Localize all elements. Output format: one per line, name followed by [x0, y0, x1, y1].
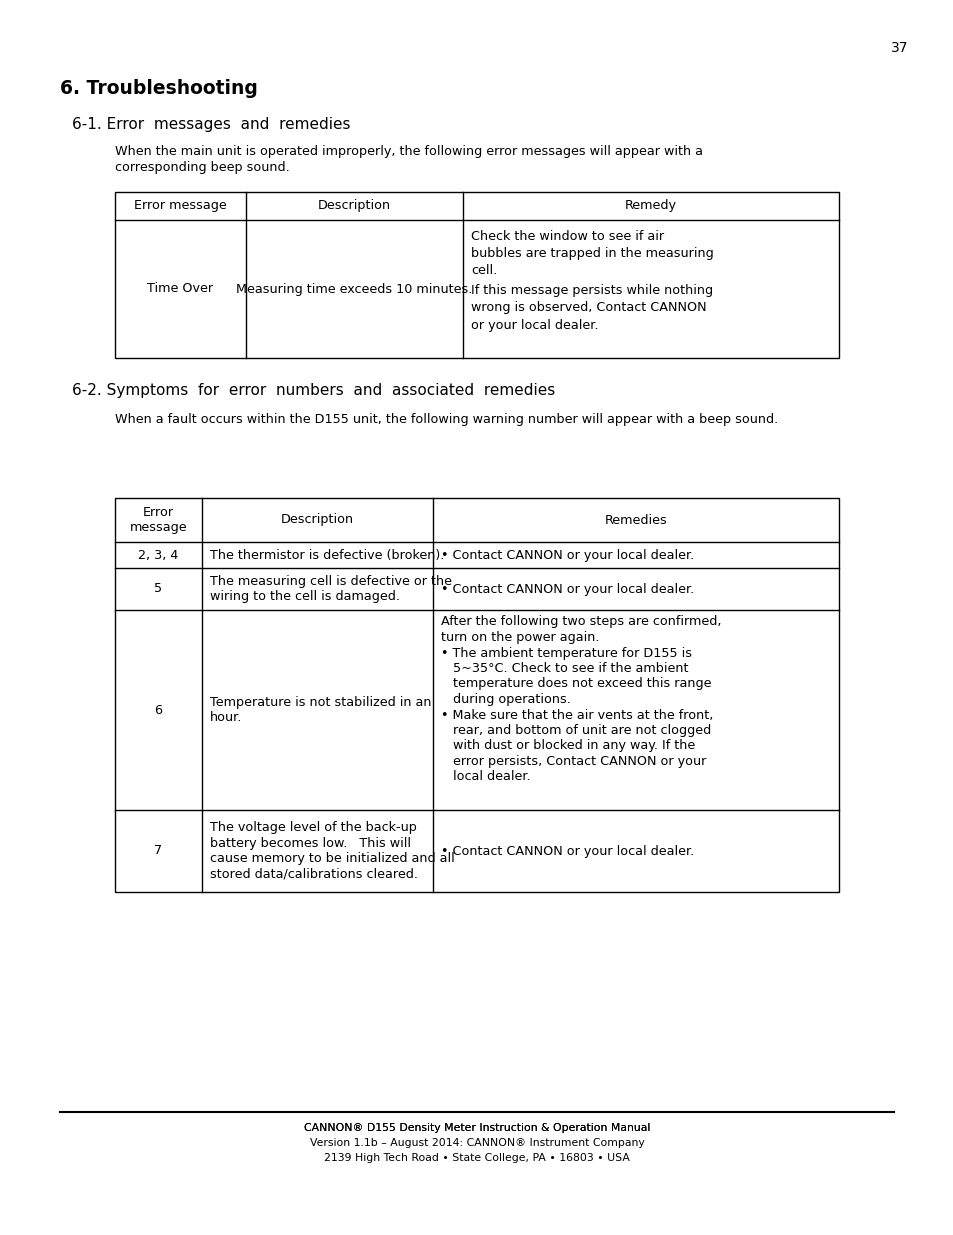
Text: Description: Description	[280, 514, 354, 526]
Text: 6: 6	[154, 704, 162, 716]
Bar	[115, 191, 838, 358]
Text: Time Over: Time Over	[148, 283, 213, 295]
Text: • Contact CANNON or your local dealer.: • Contact CANNON or your local dealer.	[440, 583, 694, 595]
Text: CANNON® D155 Density Meter Instruction & Operation Manual: CANNON® D155 Density Meter Instruction &…	[303, 1123, 650, 1132]
Text: • Make sure that the air vents at the front,: • Make sure that the air vents at the fr…	[440, 709, 713, 721]
Text: The voltage level of the back-up: The voltage level of the back-up	[210, 821, 416, 835]
Text: Measuring time exceeds 10 minutes.: Measuring time exceeds 10 minutes.	[236, 283, 472, 295]
Text: Check the window to see if air: Check the window to see if air	[471, 230, 663, 242]
Text: with dust or blocked in any way. If the: with dust or blocked in any way. If the	[440, 740, 695, 752]
Text: error persists, Contact CANNON or your: error persists, Contact CANNON or your	[440, 755, 705, 768]
Text: 37: 37	[890, 41, 908, 56]
Text: 5: 5	[154, 583, 162, 595]
Bar	[115, 498, 838, 892]
Text: corresponding beep sound.: corresponding beep sound.	[115, 162, 290, 174]
Text: message: message	[130, 521, 187, 535]
Text: temperature does not exceed this range: temperature does not exceed this range	[440, 678, 711, 690]
Text: The thermistor is defective (broken).: The thermistor is defective (broken).	[210, 548, 444, 562]
Text: The measuring cell is defective or the: The measuring cell is defective or the	[210, 574, 452, 588]
Text: After the following two steps are confirmed,: After the following two steps are confir…	[440, 615, 720, 629]
Text: Remedy: Remedy	[624, 200, 677, 212]
Text: rear, and bottom of unit are not clogged: rear, and bottom of unit are not clogged	[440, 724, 711, 737]
Text: 2139 High Tech Road • State College, PA • 16803 • USA: 2139 High Tech Road • State College, PA …	[324, 1153, 629, 1163]
Text: cell.: cell.	[471, 264, 497, 278]
Text: If this message persists while nothing: If this message persists while nothing	[471, 284, 713, 296]
Text: 7: 7	[154, 845, 162, 857]
Text: cause memory to be initialized and all: cause memory to be initialized and all	[210, 852, 455, 866]
Text: • Contact CANNON or your local dealer.: • Contact CANNON or your local dealer.	[440, 845, 694, 857]
Text: battery becomes low.   This will: battery becomes low. This will	[210, 837, 411, 850]
Text: 6-2. Symptoms  for  error  numbers  and  associated  remedies: 6-2. Symptoms for error numbers and asso…	[71, 383, 555, 398]
Text: stored data/calibrations cleared.: stored data/calibrations cleared.	[210, 868, 417, 881]
Text: Remedies: Remedies	[604, 514, 667, 526]
Text: Temperature is not stabilized in an: Temperature is not stabilized in an	[210, 695, 431, 709]
Text: • The ambient temperature for D155 is: • The ambient temperature for D155 is	[440, 646, 691, 659]
Text: or your local dealer.: or your local dealer.	[471, 319, 598, 332]
Text: 6. Troubleshooting: 6. Troubleshooting	[60, 79, 257, 98]
Text: hour.: hour.	[210, 711, 242, 724]
Text: • Contact CANNON or your local dealer.: • Contact CANNON or your local dealer.	[440, 548, 694, 562]
Text: 6-1. Error  messages  and  remedies: 6-1. Error messages and remedies	[71, 116, 350, 131]
Text: during operations.: during operations.	[440, 693, 570, 706]
Text: Error message: Error message	[134, 200, 227, 212]
Text: turn on the power again.: turn on the power again.	[440, 631, 598, 643]
Text: 2, 3, 4: 2, 3, 4	[138, 548, 178, 562]
Text: wiring to the cell is damaged.: wiring to the cell is damaged.	[210, 590, 399, 603]
Text: Description: Description	[317, 200, 391, 212]
Text: Error: Error	[143, 505, 173, 519]
Text: 5~35°C. Check to see if the ambient: 5~35°C. Check to see if the ambient	[440, 662, 688, 676]
Text: When a fault occurs within the D155 unit, the following warning number will appe: When a fault occurs within the D155 unit…	[115, 414, 778, 426]
Text: Version 1.1b – August 2014: CANNON® Instrument Company: Version 1.1b – August 2014: CANNON® Inst…	[310, 1137, 643, 1149]
Text: wrong is observed, Contact CANNON: wrong is observed, Contact CANNON	[471, 301, 706, 315]
Text: local dealer.: local dealer.	[440, 771, 530, 783]
Text: CANNON® D155 Density Meter Instruction & Operation Manual: CANNON® D155 Density Meter Instruction &…	[303, 1123, 650, 1132]
Text: bubbles are trapped in the measuring: bubbles are trapped in the measuring	[471, 247, 713, 261]
Text: When the main unit is operated improperly, the following error messages will app: When the main unit is operated improperl…	[115, 146, 702, 158]
